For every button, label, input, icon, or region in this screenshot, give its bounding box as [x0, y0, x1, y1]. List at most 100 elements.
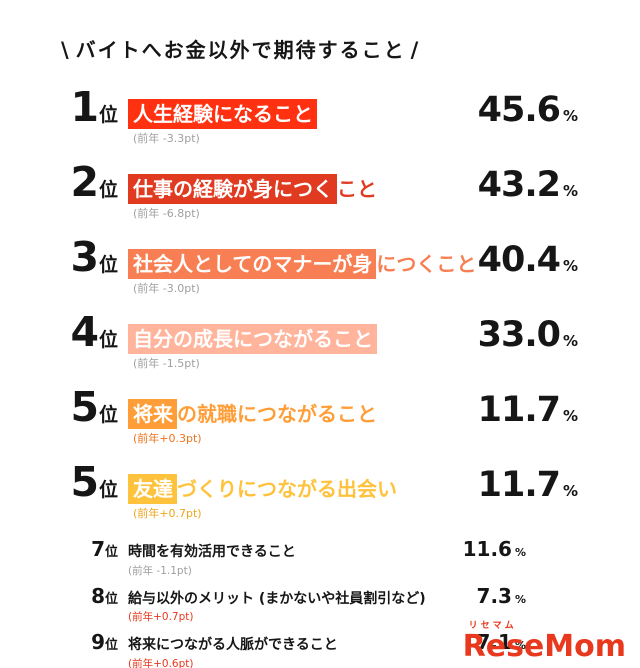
item-rest: につくこと — [376, 252, 477, 276]
rank-number: 9 — [91, 630, 105, 654]
item-cell: 仕事の経験が身につく こと (前年 -6.8pt) — [118, 174, 466, 221]
item-highlight: 友達 — [128, 474, 177, 504]
item-cell: 友達 づくりにつながる出会い (前年+0.7pt) — [118, 474, 466, 521]
rank-unit: 位 — [98, 254, 118, 276]
percent-value: 43.2 — [477, 165, 561, 205]
percent-unit: % — [562, 332, 578, 350]
yoy-change: (前年 -1.1pt) — [128, 564, 192, 577]
rank-unit: 位 — [98, 179, 118, 201]
resemom-logo: リセマム ReseMom — [462, 620, 626, 664]
percent-value: 11.7 — [477, 390, 561, 430]
yoy-change: (前年 -3.3pt) — [133, 132, 200, 145]
title-slash-right: / — [410, 38, 421, 62]
percent-unit: % — [562, 482, 578, 500]
percent-unit: % — [562, 407, 578, 425]
percentage: 40.4% — [466, 241, 578, 280]
item-label: 友達 づくりにつながる出会い — [128, 474, 466, 504]
item-label: 社会人としてのマナーが身 につくこと — [128, 249, 476, 279]
rank-unit: 位 — [98, 104, 118, 126]
item-label: 自分の成長につながること — [128, 324, 466, 354]
rank-number: 3 — [70, 233, 99, 281]
item-cell: 人生経験になること (前年 -3.3pt) — [118, 99, 466, 146]
item-label: 将来につながる人脈ができること — [128, 637, 338, 653]
yoy-change: (前年 -6.8pt) — [133, 207, 200, 220]
title-slash-left: \ — [61, 38, 71, 62]
rank-number: 2 — [70, 158, 99, 206]
percent-value: 33.0 — [477, 315, 561, 355]
item-label: 人生経験になること — [128, 99, 466, 129]
yoy-change: (前年+0.3pt) — [133, 432, 202, 445]
rank-unit: 位 — [98, 329, 118, 351]
percentage: 7.3% — [466, 584, 578, 608]
percent-unit: % — [562, 107, 578, 125]
logo-wordmark: ReseMom — [462, 628, 626, 664]
percent-value: 7.3 — [476, 583, 512, 608]
yoy-change: (前年+0.7pt) — [133, 507, 202, 520]
percent-value: 45.6 — [477, 90, 561, 130]
rank-unit: 位 — [98, 404, 118, 426]
rank-number: 1 — [70, 83, 99, 131]
rank-number: 8 — [91, 583, 105, 608]
percent-value: 11.7 — [477, 465, 561, 505]
percent-unit: % — [514, 639, 526, 652]
rank-unit: 位 — [104, 591, 118, 607]
item-rest: づくりにつながる出会い — [177, 477, 397, 501]
item-label: 給与以外のメリット (まかないや社員割引など) — [128, 590, 426, 607]
item-label: 仕事の経験が身につく こと — [128, 174, 466, 204]
rank-number: 4 — [70, 308, 99, 356]
item-cell: 自分の成長につながること (前年 -1.5pt) — [118, 324, 466, 371]
percent-value: 7.1 — [476, 630, 512, 654]
item-highlight: 将来 — [128, 399, 177, 429]
percentage: 11.7% — [466, 466, 578, 505]
percent-unit: % — [562, 257, 578, 275]
rank-number: 5 — [70, 458, 99, 506]
rank-unit: 位 — [98, 479, 118, 501]
item-rest: こと — [337, 177, 377, 201]
yoy-change: (前年 -3.0pt) — [133, 282, 200, 295]
percentage: 33.0% — [466, 316, 578, 355]
logo-furigana: リセマム — [468, 620, 517, 631]
page-title: \ バイトへお金以外で期待すること / — [56, 34, 576, 63]
yoy-change: (前年+0.6pt) — [128, 657, 194, 668]
percentage: 45.6% — [466, 91, 578, 130]
rank-unit: 位 — [104, 638, 118, 653]
percentage: 43.2% — [466, 166, 578, 205]
percent-value: 11.6 — [462, 537, 512, 561]
rank-unit: 位 — [104, 545, 118, 560]
percent-value: 40.4 — [477, 240, 561, 280]
percentage: 7.1% — [466, 630, 578, 654]
item-highlight: 自分の成長につながること — [128, 324, 377, 354]
item-label: 時間を有効活用できること — [128, 544, 296, 560]
percentage: 11.6% — [463, 537, 578, 561]
item-cell: 給与以外のメリット (まかないや社員割引など) (前年+0.7pt) — [118, 591, 466, 625]
item-highlight: 社会人としてのマナーが身 — [128, 249, 377, 279]
yoy-change: (前年+0.7pt) — [128, 611, 194, 623]
item-cell: 社会人としてのマナーが身 につくこと (前年 -3.0pt) — [118, 249, 476, 296]
item-label: 将来 の就職につながること — [128, 399, 466, 429]
item-highlight: 人生経験になること — [128, 99, 317, 129]
title-text: バイトへお金以外で期待すること — [75, 38, 406, 62]
item-cell: 時間を有効活用できること (前年 -1.1pt) — [118, 544, 463, 578]
rank-number: 5 — [70, 383, 99, 431]
percent-unit: % — [514, 592, 526, 606]
